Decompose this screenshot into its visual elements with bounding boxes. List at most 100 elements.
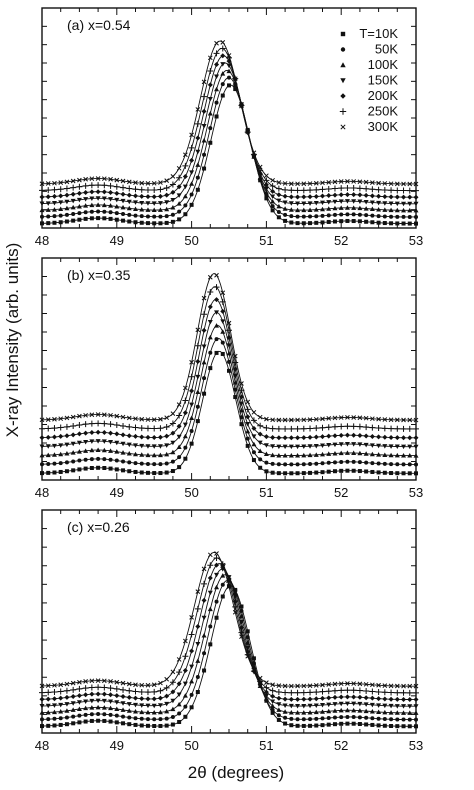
data-point bbox=[382, 683, 388, 688]
data-point bbox=[214, 114, 219, 119]
data-point bbox=[295, 194, 301, 200]
data-point bbox=[176, 444, 182, 450]
data-point bbox=[356, 423, 363, 430]
data-point bbox=[58, 722, 63, 727]
data-point bbox=[413, 201, 419, 207]
data-point bbox=[207, 606, 213, 612]
panel-3: 48 49 50 51 52 53 (c) x=0.26 bbox=[35, 509, 423, 753]
data-point bbox=[170, 689, 176, 695]
data-point bbox=[120, 441, 126, 447]
data-point bbox=[121, 218, 126, 223]
data-point bbox=[282, 206, 288, 211]
data-point bbox=[232, 359, 239, 366]
x-tick-label: 52 bbox=[334, 233, 348, 248]
data-point bbox=[83, 712, 88, 717]
data-point bbox=[307, 434, 313, 440]
data-point bbox=[320, 220, 325, 225]
data-point bbox=[133, 443, 138, 448]
data-point bbox=[264, 173, 269, 179]
data-point bbox=[326, 206, 332, 211]
data-point bbox=[189, 615, 194, 620]
data-point bbox=[376, 443, 382, 449]
data-point bbox=[139, 434, 145, 440]
data-point bbox=[195, 674, 200, 679]
data-point bbox=[388, 207, 394, 213]
data-point bbox=[70, 422, 77, 429]
data-point bbox=[89, 429, 95, 435]
data-point bbox=[307, 187, 314, 194]
data-point bbox=[320, 193, 325, 199]
data-point bbox=[282, 181, 288, 186]
data-point bbox=[64, 715, 69, 720]
data-point bbox=[363, 415, 369, 421]
data-point bbox=[82, 421, 89, 428]
data-point bbox=[101, 447, 107, 453]
data-point bbox=[388, 710, 394, 715]
data-point bbox=[139, 461, 144, 466]
data-point bbox=[152, 724, 157, 729]
data-point bbox=[344, 450, 350, 455]
data-point bbox=[413, 194, 419, 200]
data-point bbox=[64, 722, 69, 727]
data-point bbox=[263, 182, 269, 188]
data-point bbox=[70, 191, 76, 197]
data-point bbox=[114, 706, 120, 711]
data-point bbox=[64, 205, 70, 211]
data-point bbox=[220, 82, 225, 87]
data-point bbox=[320, 434, 325, 440]
data-point bbox=[195, 187, 200, 192]
x-tick-label: 49 bbox=[110, 485, 124, 500]
data-point bbox=[126, 687, 133, 694]
data-point bbox=[345, 212, 350, 217]
data-point bbox=[46, 723, 51, 728]
data-point bbox=[164, 220, 169, 225]
data-point bbox=[207, 575, 213, 581]
data-point bbox=[45, 434, 51, 440]
data-point bbox=[89, 216, 94, 221]
data-point bbox=[389, 462, 394, 467]
data-point bbox=[382, 221, 387, 226]
data-point bbox=[70, 414, 76, 420]
data-point bbox=[70, 694, 76, 700]
data-point bbox=[289, 462, 294, 467]
data-point bbox=[364, 460, 369, 465]
data-point bbox=[163, 684, 170, 691]
data-point bbox=[52, 220, 57, 225]
data-point bbox=[83, 692, 89, 698]
data-point bbox=[363, 206, 369, 211]
data-point bbox=[133, 206, 138, 212]
data-point bbox=[39, 696, 45, 702]
data-point bbox=[389, 471, 394, 476]
data-point bbox=[45, 709, 51, 715]
data-point bbox=[295, 444, 301, 450]
data-point bbox=[226, 53, 232, 58]
data-point bbox=[269, 425, 276, 432]
data-point bbox=[176, 692, 182, 698]
data-point bbox=[394, 689, 401, 696]
data-point bbox=[51, 689, 58, 696]
data-point bbox=[126, 185, 133, 192]
data-point bbox=[151, 417, 157, 422]
data-point bbox=[326, 469, 331, 474]
data-point bbox=[395, 214, 400, 219]
data-point bbox=[151, 703, 157, 709]
data-point bbox=[351, 701, 357, 707]
data-point bbox=[351, 205, 357, 210]
data-point bbox=[239, 103, 244, 109]
data-point bbox=[227, 368, 231, 373]
data-point bbox=[414, 462, 418, 467]
data-point bbox=[127, 212, 132, 217]
data-point bbox=[389, 214, 394, 219]
data-point bbox=[114, 467, 119, 472]
data-point bbox=[400, 689, 407, 696]
data-point bbox=[283, 721, 288, 726]
data-point bbox=[344, 184, 351, 191]
data-point bbox=[351, 459, 356, 464]
series-50K bbox=[40, 337, 418, 467]
data-point bbox=[276, 717, 281, 722]
data-point bbox=[114, 211, 119, 216]
data-point bbox=[388, 181, 394, 187]
legend-entry: 300K bbox=[340, 119, 398, 134]
data-point bbox=[96, 718, 101, 723]
data-point bbox=[39, 417, 45, 423]
